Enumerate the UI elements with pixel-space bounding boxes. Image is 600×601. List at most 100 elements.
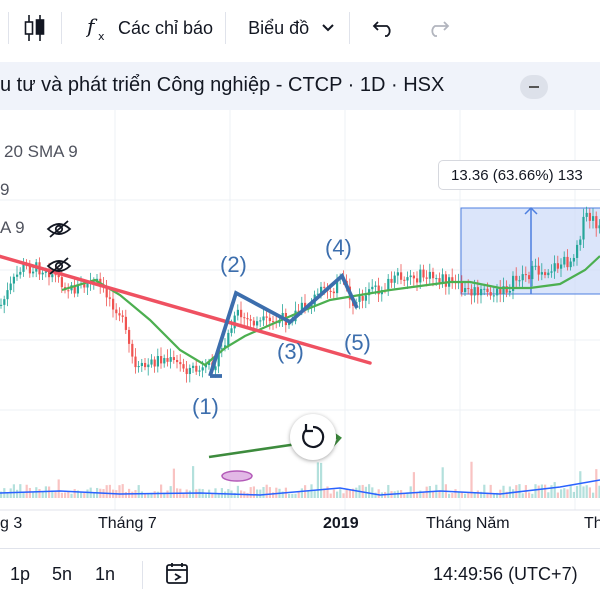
candle bbox=[336, 279, 339, 294]
volume-bar bbox=[492, 493, 495, 498]
candle bbox=[243, 317, 246, 319]
range-5n-button[interactable]: 5n bbox=[52, 564, 73, 584]
volume-bar bbox=[150, 492, 153, 498]
candle bbox=[147, 364, 150, 368]
candle bbox=[105, 285, 108, 298]
indicators-button[interactable]: f x Các chỉ báo bbox=[62, 0, 225, 56]
volume-bar bbox=[76, 490, 79, 498]
candle bbox=[297, 310, 300, 312]
volume-bar bbox=[262, 486, 265, 498]
volume-bar bbox=[67, 491, 70, 498]
volume-bar bbox=[188, 490, 191, 498]
wave-label-2[interactable]: (2) bbox=[220, 252, 247, 277]
reset-chart-button[interactable] bbox=[290, 414, 336, 460]
volume-bar bbox=[300, 488, 303, 498]
candle bbox=[316, 293, 319, 295]
indicator-legend-2[interactable]: 9 bbox=[0, 180, 10, 199]
undo-icon bbox=[372, 21, 391, 37]
candle bbox=[467, 288, 470, 290]
candle bbox=[304, 302, 307, 309]
candle bbox=[553, 263, 556, 272]
candle bbox=[150, 359, 153, 365]
volume-bar bbox=[345, 488, 348, 498]
volume-bar bbox=[268, 487, 271, 498]
candle bbox=[265, 316, 268, 318]
volume-bar bbox=[19, 484, 22, 498]
ellipse-marker[interactable] bbox=[221, 470, 253, 482]
wave-pattern[interactable] bbox=[208, 272, 359, 377]
volume-bar bbox=[416, 492, 419, 498]
volume-bar bbox=[579, 471, 582, 498]
candle bbox=[192, 365, 195, 368]
volume-bar bbox=[288, 493, 291, 498]
volume-bar bbox=[409, 486, 412, 498]
eye-hidden-icon[interactable] bbox=[46, 256, 72, 276]
volume-bar bbox=[259, 489, 262, 498]
candle bbox=[86, 283, 89, 288]
range-1p-button[interactable]: 1p bbox=[10, 564, 31, 584]
candle bbox=[32, 271, 35, 274]
candle bbox=[569, 261, 572, 268]
clock-timezone[interactable]: 14:49:56 (UTC+7) bbox=[433, 564, 578, 584]
redo-button[interactable] bbox=[414, 0, 462, 56]
volume-bar bbox=[406, 492, 409, 498]
toolbar-divider bbox=[349, 12, 351, 44]
undo-button[interactable] bbox=[350, 0, 414, 56]
candle bbox=[124, 316, 127, 330]
volume-bar bbox=[172, 468, 175, 498]
volume-bar bbox=[252, 486, 255, 498]
volume-bar bbox=[12, 484, 15, 498]
candle bbox=[57, 274, 60, 278]
volume-bar bbox=[236, 485, 239, 498]
volume-bar bbox=[169, 486, 172, 498]
volume-bar bbox=[121, 484, 124, 498]
wave-label-3[interactable]: (3) bbox=[277, 339, 304, 364]
volume-bar bbox=[156, 491, 159, 498]
candle bbox=[201, 367, 204, 371]
candle bbox=[550, 271, 553, 273]
volume-bar bbox=[476, 490, 479, 498]
symbol-title[interactable]: u tư và phát triển Công nghiệp - CTCP · … bbox=[0, 74, 445, 96]
volume-bar bbox=[316, 462, 319, 498]
candle bbox=[480, 288, 483, 296]
chart-type-dropdown[interactable]: Biểu đồ bbox=[226, 0, 349, 56]
candle bbox=[547, 272, 550, 276]
volume-bar bbox=[332, 489, 335, 498]
volume-bar bbox=[540, 484, 543, 498]
eye-hidden-icon[interactable] bbox=[46, 219, 72, 239]
candle bbox=[396, 272, 399, 276]
candle bbox=[262, 316, 265, 321]
wave-label-1[interactable]: (1) bbox=[192, 394, 219, 419]
candle bbox=[172, 357, 175, 360]
volume-bar bbox=[371, 487, 374, 498]
indicator-legend-3[interactable]: A 9 bbox=[0, 218, 25, 237]
candle bbox=[236, 309, 239, 316]
wave-label-4[interactable]: (4) bbox=[325, 235, 352, 260]
volume-bar bbox=[265, 484, 268, 498]
volume-bar bbox=[35, 487, 38, 498]
volume-bar bbox=[412, 472, 415, 498]
collapse-legend-button[interactable] bbox=[520, 75, 548, 99]
candle bbox=[323, 286, 326, 288]
candle bbox=[361, 296, 364, 301]
downtrend-line[interactable] bbox=[0, 254, 372, 365]
candle bbox=[531, 265, 534, 280]
indicator-legend-1[interactable]: 20 SMA 9 bbox=[4, 142, 78, 161]
volume-bar bbox=[182, 492, 185, 498]
volume-bar bbox=[6, 493, 9, 498]
candle bbox=[595, 216, 598, 229]
goto-date-icon[interactable] bbox=[165, 562, 191, 586]
candle bbox=[364, 295, 367, 301]
measure-tooltip: 13.36 (63.66%) 133 bbox=[438, 160, 600, 190]
volume-bar bbox=[272, 492, 275, 498]
volume-bar bbox=[297, 491, 300, 498]
volume-bar bbox=[454, 489, 457, 498]
wave-label-5[interactable]: (5) bbox=[344, 330, 371, 355]
volume-bar bbox=[140, 491, 143, 498]
volume-bar bbox=[432, 491, 435, 498]
candle bbox=[390, 278, 393, 283]
candles-button[interactable] bbox=[9, 0, 61, 56]
range-1n-button[interactable]: 1n bbox=[95, 564, 116, 584]
volume-bar bbox=[544, 484, 547, 498]
candle bbox=[28, 265, 31, 274]
